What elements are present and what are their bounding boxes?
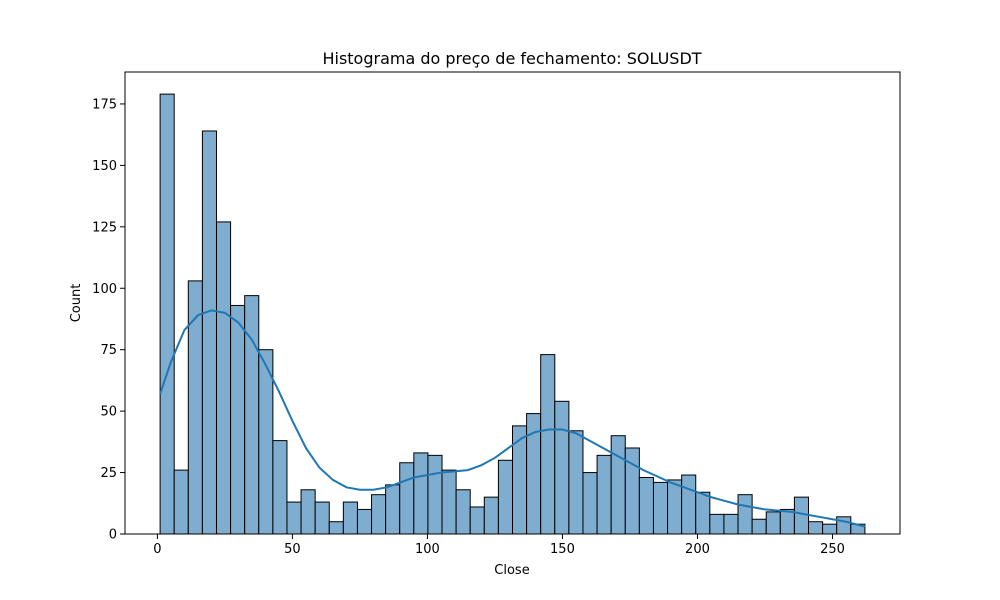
y-tick-label: 125 bbox=[92, 220, 117, 235]
histogram-bar bbox=[540, 354, 556, 535]
kde-curve-line bbox=[159, 309, 866, 528]
x-tick-label: 0 bbox=[153, 542, 161, 557]
histogram-bar bbox=[441, 469, 457, 535]
histogram-bar bbox=[709, 513, 725, 535]
histogram-bar bbox=[793, 496, 810, 535]
histogram-bar bbox=[469, 506, 485, 535]
y-axis-title: Count bbox=[69, 284, 84, 323]
y-tick-label: 0 bbox=[109, 528, 117, 543]
histogram-bar bbox=[314, 501, 330, 535]
histogram-bar bbox=[455, 489, 471, 535]
histogram-bar bbox=[512, 425, 528, 535]
y-tick-label: 150 bbox=[92, 159, 117, 174]
x-tick-label: 150 bbox=[550, 542, 575, 557]
histogram-bar bbox=[822, 523, 838, 535]
x-tick-label: 100 bbox=[415, 542, 440, 557]
histogram-bar bbox=[230, 304, 246, 535]
histogram-bar bbox=[483, 496, 499, 535]
histogram-bar bbox=[244, 295, 260, 535]
histogram-bar bbox=[751, 518, 767, 535]
histogram-bar bbox=[286, 501, 302, 535]
histogram-bar bbox=[737, 494, 753, 535]
histogram-bar bbox=[681, 474, 697, 535]
histogram-bar bbox=[173, 469, 189, 535]
x-axis-title: Close bbox=[494, 563, 529, 578]
histogram-bar bbox=[723, 513, 739, 535]
x-tick-label: 250 bbox=[820, 542, 845, 557]
histogram-bar bbox=[554, 400, 570, 535]
histogram-bar bbox=[695, 491, 711, 535]
histogram-bar bbox=[427, 454, 443, 535]
plot-area-frame bbox=[124, 71, 901, 535]
histogram-bar bbox=[568, 430, 584, 535]
histogram-bar bbox=[765, 511, 781, 535]
histogram-bar bbox=[215, 221, 232, 535]
histogram-bar bbox=[582, 472, 598, 535]
histogram-bar bbox=[385, 484, 401, 535]
histogram-bar bbox=[610, 435, 626, 535]
y-tick-label: 50 bbox=[100, 405, 117, 420]
histogram-bar bbox=[779, 508, 795, 535]
y-tick-label: 175 bbox=[92, 97, 117, 112]
y-tick-label: 75 bbox=[100, 343, 117, 358]
histogram-bar bbox=[328, 521, 344, 535]
histogram-bar bbox=[652, 481, 669, 535]
histogram-bar bbox=[808, 521, 824, 535]
y-axis-ticks: 0 25 50 75 100 125 150 175 bbox=[92, 97, 125, 543]
histogram-bar bbox=[371, 494, 387, 535]
chart-title: Histograma do preço de fechamento: SOLUS… bbox=[322, 49, 701, 68]
histogram-bar bbox=[272, 440, 288, 535]
histogram-bar bbox=[836, 516, 852, 535]
histogram-bar bbox=[413, 452, 429, 535]
histogram-bar bbox=[342, 501, 358, 535]
histogram-bar bbox=[399, 462, 415, 535]
histogram-bar bbox=[596, 454, 612, 535]
histogram-bar bbox=[159, 93, 175, 535]
y-tick-label: 25 bbox=[100, 466, 117, 481]
y-tick-label: 100 bbox=[92, 282, 117, 297]
histogram-bars bbox=[159, 93, 866, 535]
x-axis-ticks: 0 50 100 150 200 250 bbox=[153, 534, 845, 557]
histogram-bar bbox=[300, 489, 316, 535]
histogram-bar bbox=[201, 130, 217, 535]
x-tick-label: 200 bbox=[685, 542, 710, 557]
histogram-bar bbox=[638, 476, 654, 535]
histogram-bar bbox=[356, 508, 373, 535]
histogram-bar bbox=[497, 459, 513, 535]
histogram-bar bbox=[667, 479, 683, 535]
x-tick-label: 50 bbox=[284, 542, 301, 557]
